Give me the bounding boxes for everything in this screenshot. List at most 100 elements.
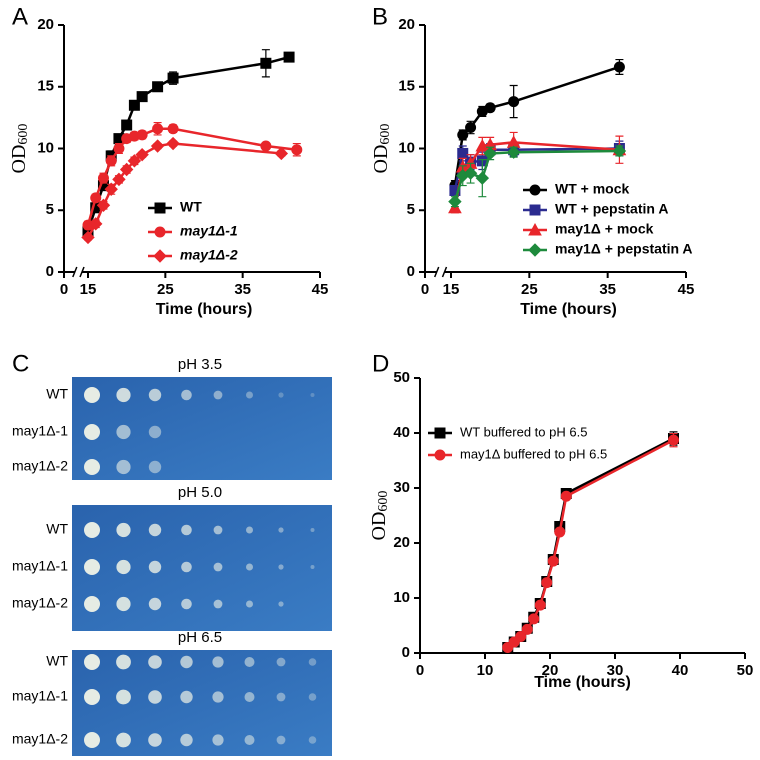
- marker: [260, 57, 272, 69]
- colony-spot: [246, 526, 253, 534]
- x-tick-label: 25: [157, 281, 174, 298]
- x-tick-label: 30: [607, 662, 624, 679]
- marker: [97, 172, 109, 184]
- legend-marker: [153, 249, 167, 263]
- marker: [534, 599, 546, 611]
- colony-spot: [308, 736, 317, 744]
- colony-spot: [213, 562, 223, 572]
- colony-spot: [213, 599, 223, 609]
- colony-spot: [246, 563, 253, 571]
- y-tick-label: 20: [393, 534, 410, 551]
- x-tick-label: 25: [521, 281, 538, 298]
- y-tick-label: 10: [393, 589, 410, 606]
- x-axis-label: Time (hours): [520, 301, 617, 318]
- row-label: may1Δ-2: [12, 458, 68, 474]
- x-tick-label: 0: [60, 281, 68, 298]
- colony-spot: [148, 460, 162, 474]
- y-tick-label: 15: [37, 78, 54, 95]
- marker: [121, 119, 133, 131]
- row-label: WT: [46, 653, 68, 669]
- colony-spot: [84, 596, 100, 612]
- y-tick-label: 50: [393, 369, 410, 386]
- marker: [152, 123, 164, 135]
- colony-spot: [116, 387, 131, 403]
- y-tick-label: 5: [46, 201, 54, 218]
- colony-spot: [148, 425, 162, 439]
- marker: [136, 91, 148, 103]
- colony-spot: [148, 560, 162, 574]
- colony-spot: [244, 692, 255, 702]
- marker: [465, 122, 477, 134]
- colony-spot: [278, 564, 284, 570]
- colony-spot: [181, 524, 192, 536]
- marker: [274, 146, 289, 161]
- row-label: may1Δ-1: [12, 423, 68, 439]
- x-tick-label: 35: [234, 281, 251, 298]
- colony-spot: [148, 690, 162, 704]
- legend-marker: [528, 243, 542, 257]
- row-label: may1Δ-2: [12, 595, 68, 611]
- y-tick-label: 10: [37, 139, 54, 156]
- row-label: may1Δ-1: [12, 688, 68, 704]
- marker: [475, 171, 490, 185]
- legend-label: WT + pepstatin A: [555, 201, 668, 217]
- colony-spot: [308, 658, 317, 666]
- marker: [547, 555, 559, 567]
- legend-marker: [154, 226, 166, 238]
- marker: [150, 139, 165, 153]
- colony-spot: [213, 525, 223, 535]
- colony-spot: [310, 528, 315, 532]
- marker: [541, 577, 553, 589]
- marker: [613, 61, 625, 73]
- colony-spot: [84, 522, 100, 538]
- colony-spot: [84, 559, 100, 575]
- colony-spot: [244, 735, 255, 745]
- colony-spot: [116, 522, 131, 538]
- plate-title: pH 3.5: [178, 356, 222, 373]
- legend-marker: [434, 449, 446, 461]
- x-tick-label: 0: [416, 662, 424, 679]
- legend-label: WT + mock: [555, 181, 630, 197]
- marker: [668, 434, 679, 446]
- y-axis-label-main: OD: [368, 512, 390, 541]
- legend-label: may1Δ + mock: [555, 221, 654, 237]
- axis-break: [79, 266, 85, 278]
- row-label: may1Δ-1: [12, 558, 68, 574]
- plate: [72, 505, 332, 631]
- marker: [260, 140, 272, 152]
- legend-label: may1Δ + pepstatin A: [555, 241, 693, 257]
- marker: [166, 136, 180, 151]
- colony-spot: [116, 596, 131, 612]
- marker: [528, 613, 540, 625]
- marker: [554, 526, 566, 538]
- y-tick-label: 20: [37, 16, 54, 33]
- colony-spot: [244, 657, 255, 667]
- colony-spot: [116, 654, 131, 670]
- axis-break: [434, 266, 440, 278]
- colony-spot: [84, 459, 100, 475]
- marker: [90, 192, 102, 204]
- marker: [135, 147, 149, 162]
- y-axis-label-sub: 600: [378, 124, 393, 145]
- legend-label: may1Δ-2: [180, 247, 238, 263]
- x-tick-label: 15: [80, 281, 97, 298]
- plate-title: pH 6.5: [178, 629, 222, 646]
- x-tick-label: 40: [672, 662, 689, 679]
- marker: [560, 490, 572, 502]
- marker: [112, 172, 126, 187]
- legend-marker: [529, 204, 541, 216]
- marker: [457, 129, 469, 141]
- marker: [508, 96, 520, 108]
- marker: [463, 166, 478, 180]
- y-tick-label: 40: [393, 424, 410, 441]
- marker: [612, 144, 627, 158]
- x-axis-label: Time (hours): [534, 674, 631, 691]
- colony-spot: [84, 689, 100, 705]
- legend-label: WT buffered to pH 6.5: [460, 424, 587, 439]
- legend-marker: [529, 184, 541, 196]
- marker: [506, 145, 521, 159]
- x-tick-label: 35: [599, 281, 616, 298]
- colony-spot: [148, 597, 162, 611]
- axis-break: [72, 266, 78, 278]
- x-tick-label: 20: [542, 662, 559, 679]
